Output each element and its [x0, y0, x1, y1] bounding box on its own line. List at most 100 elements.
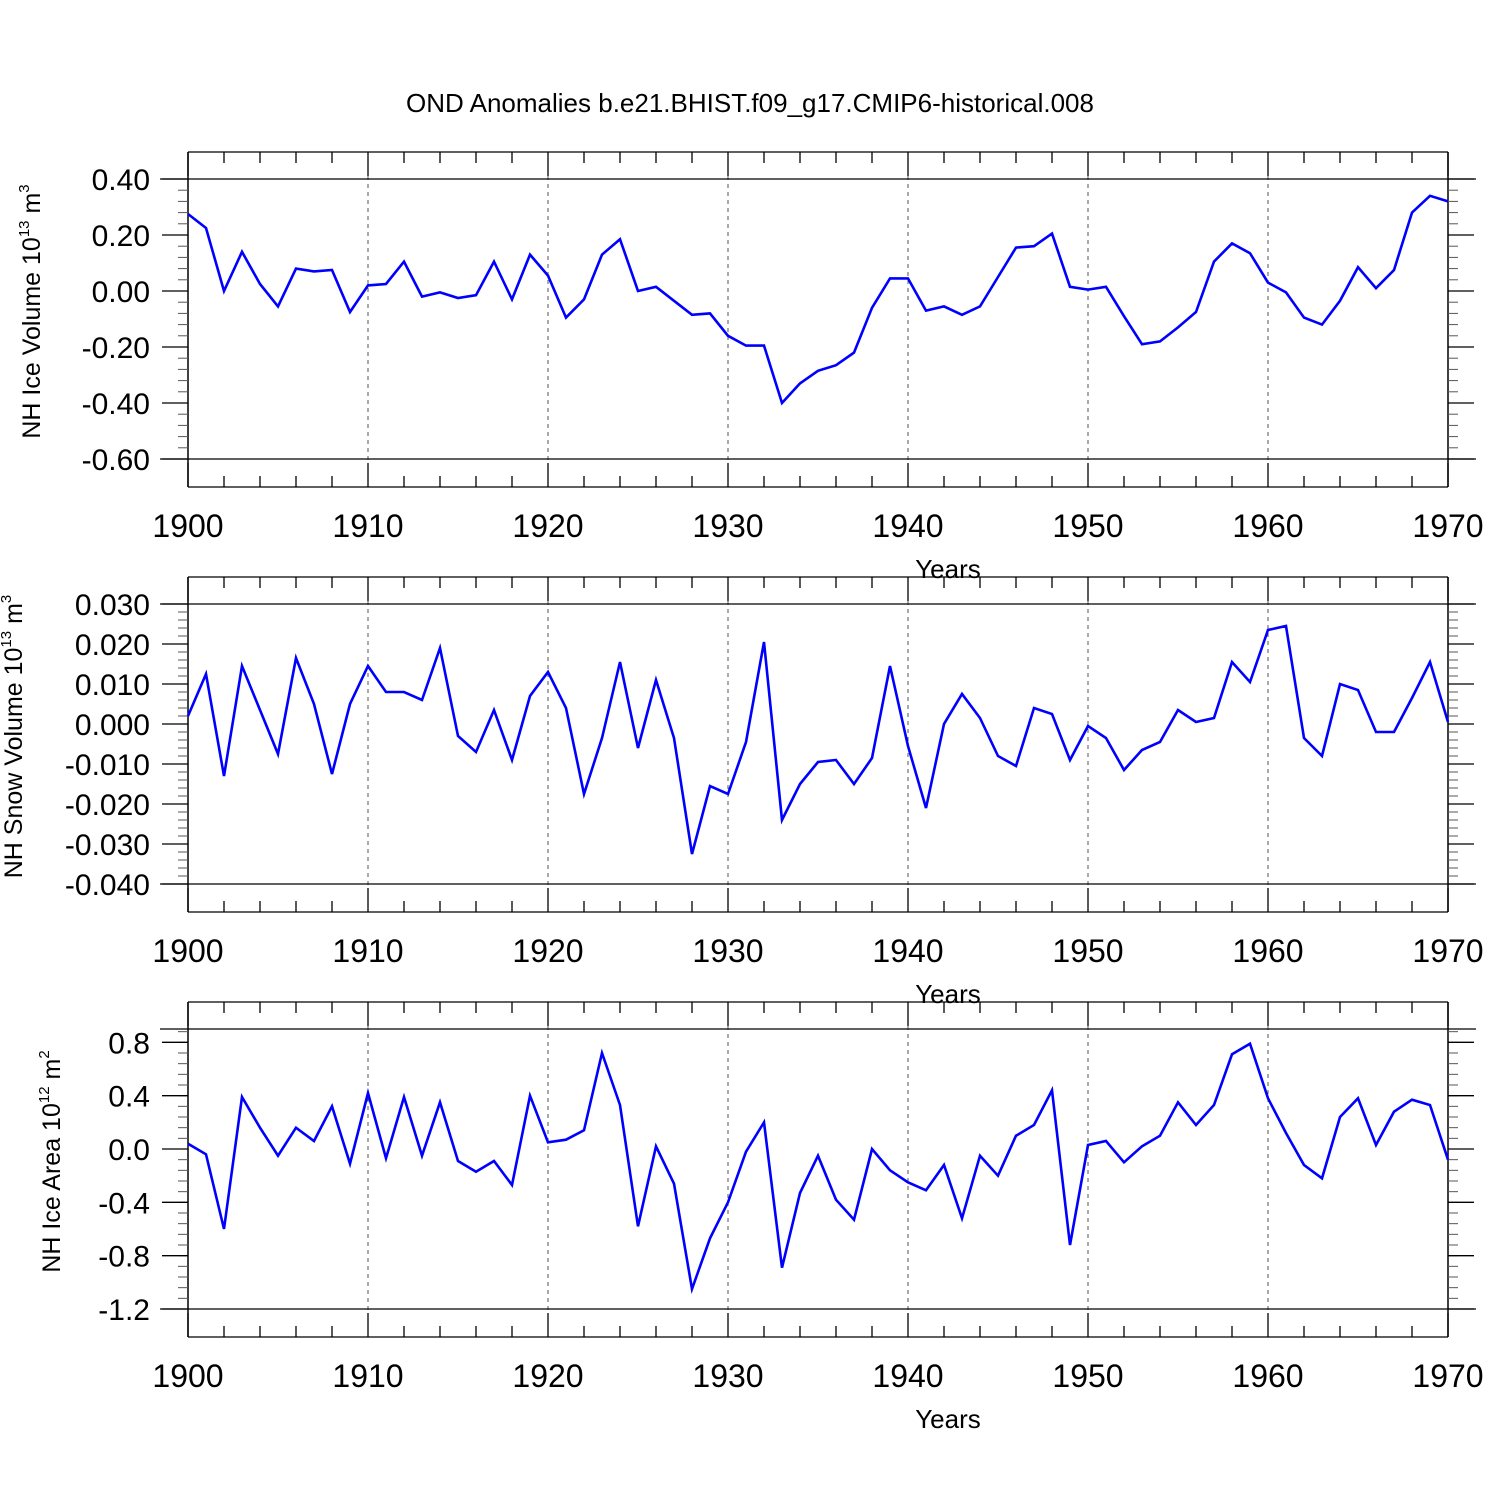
y-tick-label: 0.4: [108, 1081, 150, 1114]
data-point: [1411, 1098, 1414, 1101]
data-point: [727, 1201, 730, 1204]
data-point: [1285, 291, 1288, 294]
data-point: [817, 761, 820, 764]
data-point: [997, 276, 1000, 279]
data-point: [1375, 287, 1378, 290]
y-tick-label: 0.8: [108, 1027, 150, 1060]
data-point: [511, 1184, 514, 1187]
data-point: [763, 641, 766, 644]
data-point: [1447, 721, 1450, 724]
data-point: [835, 759, 838, 762]
y-axis-label-unit: m: [38, 1059, 66, 1087]
data-point: [853, 1218, 856, 1221]
data-point: [1015, 246, 1018, 249]
y-axis-label-unit-exponent: 3: [0, 595, 15, 603]
x-tick-label: 1910: [332, 508, 403, 544]
data-point: [1267, 629, 1270, 632]
y-tick-label: -0.20: [82, 332, 150, 365]
data-point: [349, 311, 352, 314]
data-point: [601, 253, 604, 256]
data-point: [1105, 286, 1108, 289]
data-point: [655, 286, 658, 289]
data-point: [1177, 1101, 1180, 1104]
data-point: [1285, 1132, 1288, 1135]
data-point: [961, 314, 964, 317]
x-tick-label: 1900: [152, 508, 223, 544]
x-tick-label: 1940: [872, 508, 943, 544]
data-point: [745, 344, 748, 347]
data-point: [277, 753, 280, 756]
data-point: [1213, 1104, 1216, 1107]
x-tick-label: 1970: [1412, 508, 1483, 544]
data-point: [943, 305, 946, 308]
data-point: [1375, 1144, 1378, 1147]
data-point: [979, 717, 982, 720]
data-point: [421, 1154, 424, 1157]
data-point: [331, 773, 334, 776]
data-point: [1231, 242, 1234, 245]
data-point: [187, 715, 190, 718]
data-point: [709, 312, 712, 315]
data-point: [565, 316, 568, 319]
data-point: [979, 1154, 982, 1157]
data-point: [1195, 721, 1198, 724]
data-point: [241, 251, 244, 254]
data-point: [367, 665, 370, 668]
data-point: [367, 284, 370, 287]
data-point: [1069, 286, 1072, 289]
data-point: [439, 1101, 442, 1104]
data-point: [187, 1142, 190, 1145]
data-point: [403, 691, 406, 694]
data-point: [943, 1164, 946, 1167]
data-point: [1249, 1042, 1252, 1045]
data-point: [1231, 1053, 1234, 1056]
data-point: [439, 647, 442, 650]
data-point: [1051, 232, 1054, 235]
x-tick-label: 1910: [332, 933, 403, 969]
data-point: [637, 747, 640, 750]
data-point: [727, 335, 730, 338]
x-tick-label: 1960: [1232, 1358, 1303, 1394]
data-point: [421, 699, 424, 702]
data-point: [1105, 1140, 1108, 1143]
y-axis-label: NH Ice Volume 1013 m3: [16, 184, 46, 438]
y-axis-label-unit-exponent: 3: [16, 184, 33, 192]
x-tick-label: 1930: [692, 508, 763, 544]
data-point: [241, 1096, 244, 1099]
data-point: [1159, 1134, 1162, 1137]
x-tick-label: 1910: [332, 1358, 403, 1394]
data-point: [547, 671, 550, 674]
data-point: [601, 1052, 604, 1055]
data-point: [547, 1141, 550, 1144]
y-axis-label-unit: m: [18, 193, 46, 221]
data-point: [763, 344, 766, 347]
y-tick-label: 0.40: [92, 164, 150, 197]
y-tick-label: 0.020: [75, 629, 150, 662]
y-axis-label-main: NH Snow Volume 10: [0, 648, 28, 879]
data-point: [1213, 260, 1216, 263]
data-point: [385, 1157, 388, 1160]
y-tick-label: -0.030: [65, 829, 150, 862]
data-point: [331, 1105, 334, 1108]
data-point: [673, 737, 676, 740]
data-point: [835, 364, 838, 367]
y-axis-label-exponent: 13: [16, 220, 33, 237]
data-point: [1357, 266, 1360, 269]
data-point: [1303, 737, 1306, 740]
data-point: [1087, 288, 1090, 291]
data-point: [691, 853, 694, 856]
data-point: [1159, 741, 1162, 744]
data-point: [529, 253, 532, 256]
data-point: [313, 1140, 316, 1143]
data-point: [961, 693, 964, 696]
data-point: [1159, 340, 1162, 343]
y-tick-label: -0.010: [65, 749, 150, 782]
x-tick-label: 1970: [1412, 1358, 1483, 1394]
x-tick-label: 1950: [1052, 1358, 1123, 1394]
series-line-ice-area: [187, 1041, 1450, 1295]
data-point: [1195, 311, 1198, 314]
data-point: [1015, 765, 1018, 768]
data-point: [349, 1162, 352, 1165]
data-point: [817, 1154, 820, 1157]
data-point: [979, 305, 982, 308]
